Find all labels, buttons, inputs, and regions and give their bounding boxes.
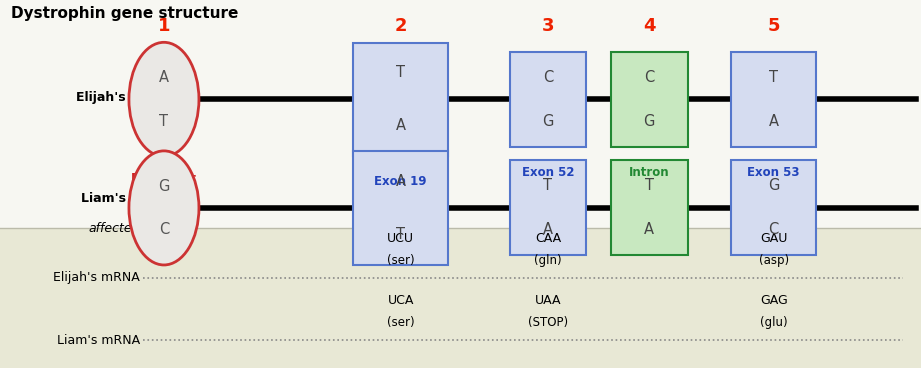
Text: T: T xyxy=(159,114,169,128)
Text: T: T xyxy=(645,178,654,193)
Text: T: T xyxy=(396,227,405,242)
Ellipse shape xyxy=(129,151,199,265)
Text: 3: 3 xyxy=(542,17,554,35)
Text: 4: 4 xyxy=(643,17,656,35)
Text: 1: 1 xyxy=(157,17,170,35)
Text: A: A xyxy=(543,223,553,237)
Text: T: T xyxy=(396,66,405,80)
FancyBboxPatch shape xyxy=(510,52,586,147)
Text: T: T xyxy=(543,178,553,193)
Text: (glu): (glu) xyxy=(760,316,787,329)
Text: Promoter: Promoter xyxy=(131,172,197,185)
Text: affected: affected xyxy=(88,222,140,235)
Text: UAA: UAA xyxy=(535,294,561,307)
Text: A: A xyxy=(769,114,778,129)
FancyBboxPatch shape xyxy=(731,160,816,255)
Text: GAU: GAU xyxy=(760,232,787,245)
Text: C: C xyxy=(644,70,655,85)
Text: Liam's X: Liam's X xyxy=(81,192,140,205)
FancyBboxPatch shape xyxy=(354,151,448,265)
Bar xyxy=(0,228,921,368)
Text: UCA: UCA xyxy=(388,294,414,307)
Text: A: A xyxy=(159,70,169,85)
Text: (ser): (ser) xyxy=(387,316,414,329)
Text: Dystrophin gene structure: Dystrophin gene structure xyxy=(11,6,239,21)
Text: (ser): (ser) xyxy=(387,254,414,267)
Text: G: G xyxy=(158,179,169,194)
Text: Exon 52: Exon 52 xyxy=(521,166,575,178)
Text: Intron: Intron xyxy=(629,166,670,178)
Text: G: G xyxy=(644,114,655,129)
Text: (asp): (asp) xyxy=(759,254,788,267)
FancyBboxPatch shape xyxy=(612,160,687,255)
FancyBboxPatch shape xyxy=(510,160,586,255)
Text: (gln): (gln) xyxy=(534,254,562,267)
Text: GAG: GAG xyxy=(760,294,787,307)
Text: Exon 53: Exon 53 xyxy=(747,166,800,178)
Text: C: C xyxy=(768,223,779,237)
Text: CAA: CAA xyxy=(535,232,561,245)
Text: C: C xyxy=(542,70,554,85)
Text: Elijah's mRNA: Elijah's mRNA xyxy=(53,271,140,284)
Text: C: C xyxy=(158,222,169,237)
Text: 5: 5 xyxy=(767,17,780,35)
Text: Liam's mRNA: Liam's mRNA xyxy=(57,334,140,347)
FancyBboxPatch shape xyxy=(612,52,687,147)
Ellipse shape xyxy=(129,42,199,156)
Text: (STOP): (STOP) xyxy=(528,316,568,329)
Text: Exon 19: Exon 19 xyxy=(374,175,427,188)
Bar xyxy=(0,0,921,228)
Text: UCU: UCU xyxy=(387,232,414,245)
FancyBboxPatch shape xyxy=(354,43,448,156)
FancyBboxPatch shape xyxy=(731,52,816,147)
Text: G: G xyxy=(768,178,779,193)
Text: A: A xyxy=(645,223,654,237)
Text: A: A xyxy=(396,174,405,189)
Text: 2: 2 xyxy=(394,17,407,35)
Text: A: A xyxy=(396,118,405,133)
Text: T: T xyxy=(769,70,778,85)
Text: Elijah's X: Elijah's X xyxy=(76,91,140,104)
Text: G: G xyxy=(542,114,554,129)
